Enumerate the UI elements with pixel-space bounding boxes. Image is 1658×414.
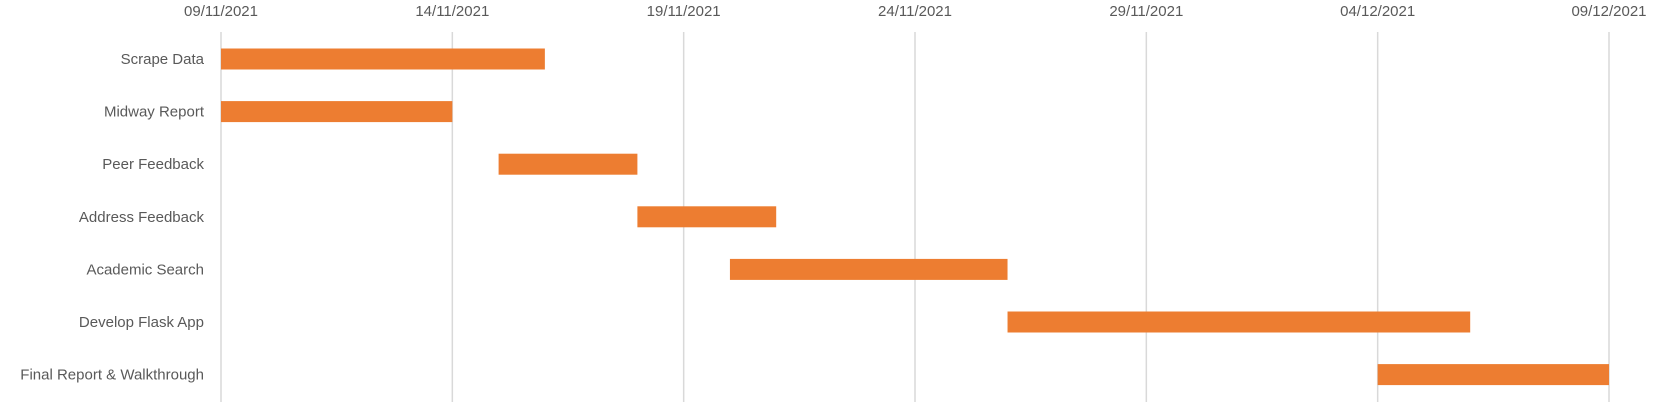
task-label: Address Feedback bbox=[79, 209, 205, 226]
task-label: Peer Feedback bbox=[102, 156, 204, 173]
task-bar bbox=[498, 153, 638, 175]
gridlines bbox=[220, 32, 1610, 402]
task-label: Scrape Data bbox=[121, 51, 205, 68]
task-bar bbox=[221, 48, 545, 70]
task-label: Develop Flask App bbox=[79, 314, 204, 331]
x-tick-label: 19/11/2021 bbox=[647, 3, 721, 20]
task-bar bbox=[729, 258, 1008, 280]
x-tick-label: 14/11/2021 bbox=[415, 3, 489, 20]
task-bar bbox=[637, 206, 777, 228]
task-bar bbox=[1007, 311, 1471, 333]
x-tick-label: 29/11/2021 bbox=[1109, 3, 1183, 20]
x-tick-label: 09/11/2021 bbox=[184, 3, 258, 20]
x-tick-label: 04/12/2021 bbox=[1340, 3, 1415, 20]
task-bar bbox=[1377, 364, 1609, 386]
task-label: Final Report & Walkthrough bbox=[20, 367, 204, 384]
x-axis-tick-labels: 09/11/2021 14/11/2021 19/11/2021 24/11/2021… bbox=[184, 3, 1647, 20]
x-tick-label: 24/11/2021 bbox=[878, 3, 952, 20]
task-label: Midway Report bbox=[104, 104, 205, 121]
task-bars bbox=[221, 48, 1609, 386]
task-bar bbox=[221, 101, 453, 123]
task-label: Academic Search bbox=[86, 261, 204, 278]
task-labels: Scrape Data Midway Report Peer Feedback Add… bbox=[20, 51, 205, 384]
x-tick-label: 09/12/2021 bbox=[1571, 3, 1646, 20]
